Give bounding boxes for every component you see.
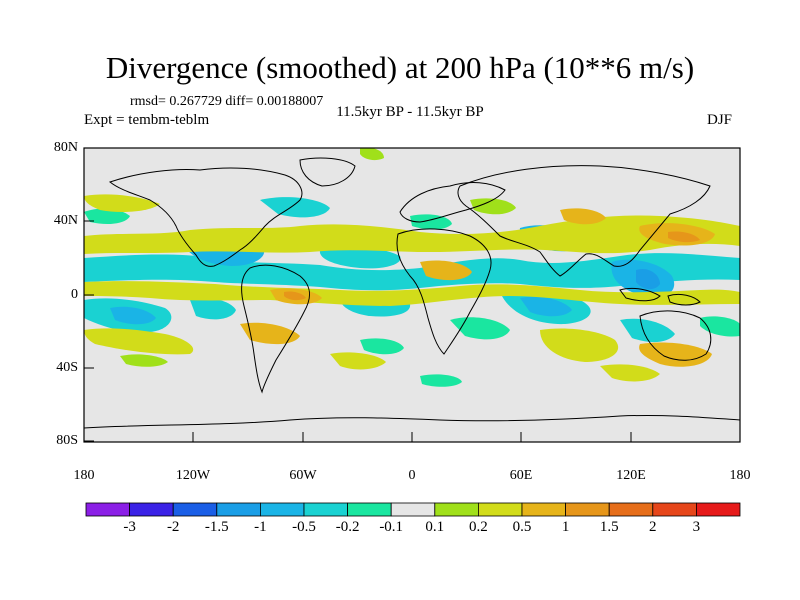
lon-label: 180 [73,468,95,483]
colorbar-label: 3 [692,519,701,535]
colorbar-swatch [608,502,654,517]
axis-ticks [83,147,741,442]
colorbar-swatch [565,502,610,517]
colorbar-swatch [390,502,436,517]
colorbar-swatch [477,502,523,517]
africa-coast [396,228,492,355]
colorbar-label: -0.5 [292,519,316,535]
colorbar-label: 1 [561,519,570,535]
lat-label: 80S [56,433,78,448]
lon-label: 60E [509,468,533,483]
colorbar-label: -3 [123,519,136,535]
antarctica-coast [84,414,740,429]
colorbar-label: 2 [649,519,657,535]
colorbar-label: -0.2 [335,519,360,535]
colorbar-label: -1 [254,519,267,535]
season-label: DJF [707,112,733,128]
colorbar [85,502,741,517]
lon-label: 180 [729,468,751,483]
lat-label: 80N [53,140,78,155]
colorbar-swatch [85,502,130,517]
lon-label: 120W [175,468,211,483]
colorbar-swatch [347,502,392,517]
europe-coast [399,182,506,223]
colorbar-label: 0.1 [425,519,445,535]
colorbar-label: -2 [166,519,180,535]
asia-coast [457,165,711,277]
colorbar-swatch [259,502,305,517]
lat-label: 0 [71,287,78,302]
greenland-coast [299,157,356,187]
period-label: 11.5kyr BP - 11.5kyr BP [336,104,484,120]
indonesia-coast [619,287,701,306]
colorbar-swatch [216,502,261,517]
experiment-label: Expt = tembm-teblm [84,112,210,128]
stats-text: rmsd= 0.267729 diff= 0.00188007 [130,94,324,109]
colorbar-swatch [303,502,348,517]
colorbar-swatch [434,502,479,517]
lon-label: 120E [616,468,646,483]
south-america-coast [241,264,310,394]
plot-title: Divergence (smoothed) at 200 hPa (10**6 … [105,50,695,85]
colorbar-label: -1.5 [204,519,229,535]
colorbar-label: -0.1 [379,519,404,535]
lon-label: 60W [289,468,317,483]
colorbar-swatch [521,502,566,517]
coastlines [84,157,740,429]
colorbar-swatch [696,502,741,517]
north-america-coast [108,167,303,267]
colorbar-swatch [172,502,218,517]
colorbar-label: 0.2 [469,519,488,535]
lat-label: 40N [53,213,78,228]
lat-label: 40S [56,360,78,375]
australia-coast [639,310,712,361]
colorbar-label: 0.5 [512,519,532,535]
colorbar-label: 1.5 [599,519,619,535]
lon-label: 0 [408,468,416,483]
colorbar-swatch [129,502,174,517]
colorbar-swatch [652,502,697,517]
